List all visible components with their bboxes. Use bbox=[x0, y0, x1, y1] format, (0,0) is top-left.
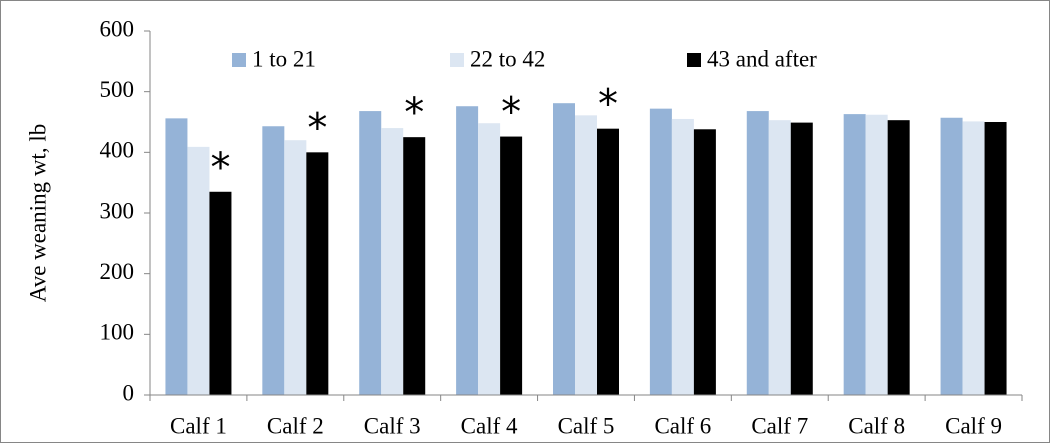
bar bbox=[984, 122, 1007, 395]
x-tick-label: Calf 4 bbox=[461, 413, 518, 438]
y-tick-label: 500 bbox=[100, 77, 135, 102]
bar bbox=[746, 111, 769, 395]
bar bbox=[575, 115, 597, 396]
y-tick-label: 400 bbox=[100, 138, 135, 163]
legend-label: 22 to 42 bbox=[470, 46, 545, 71]
y-tick-label: 100 bbox=[100, 320, 135, 345]
bar bbox=[843, 114, 866, 395]
legend-label: 1 to 21 bbox=[252, 46, 316, 71]
bar bbox=[209, 191, 232, 395]
bar bbox=[887, 120, 910, 396]
bar bbox=[381, 128, 404, 396]
bar bbox=[768, 120, 791, 396]
bar bbox=[187, 146, 210, 395]
y-tick-label: 200 bbox=[100, 259, 135, 284]
bar bbox=[940, 117, 963, 396]
bar bbox=[306, 152, 329, 395]
significance-mark: * bbox=[501, 90, 521, 136]
significance-mark: * bbox=[404, 90, 424, 136]
legend-label: 43 and after bbox=[707, 46, 817, 71]
bar bbox=[649, 108, 672, 396]
x-tick-label: Calf 2 bbox=[267, 413, 324, 438]
x-tick-label: Calf 7 bbox=[751, 413, 808, 438]
significance-mark: * bbox=[598, 82, 618, 128]
y-tick-label: 600 bbox=[100, 16, 135, 41]
bar bbox=[865, 114, 888, 395]
bar bbox=[403, 137, 426, 395]
bar bbox=[553, 103, 575, 396]
bar bbox=[790, 122, 813, 396]
x-tick-label: Calf 9 bbox=[945, 413, 1002, 438]
bar bbox=[597, 128, 619, 395]
bar bbox=[671, 118, 694, 395]
significance-mark: * bbox=[210, 145, 230, 191]
x-tick-label: Calf 5 bbox=[558, 413, 615, 438]
bar bbox=[262, 126, 285, 395]
x-tick-label: Calf 6 bbox=[654, 413, 711, 438]
bar bbox=[359, 111, 382, 395]
bar bbox=[500, 136, 523, 395]
legend-swatch bbox=[450, 53, 464, 67]
bar bbox=[284, 140, 307, 395]
y-tick-label: 300 bbox=[100, 198, 135, 223]
legend-swatch bbox=[232, 53, 246, 67]
bar bbox=[962, 121, 985, 395]
legend-swatch bbox=[687, 53, 701, 67]
x-tick-label: Calf 1 bbox=[170, 413, 227, 438]
bar bbox=[693, 129, 716, 395]
y-axis-label: Ave weaning wt, lb bbox=[25, 124, 50, 302]
bar bbox=[165, 118, 188, 396]
significance-mark: * bbox=[307, 105, 327, 151]
bar bbox=[456, 106, 479, 395]
x-tick-label: Calf 8 bbox=[848, 413, 905, 438]
bar bbox=[478, 123, 501, 396]
x-tick-label: Calf 3 bbox=[364, 413, 421, 438]
y-tick-label: 0 bbox=[123, 380, 135, 405]
